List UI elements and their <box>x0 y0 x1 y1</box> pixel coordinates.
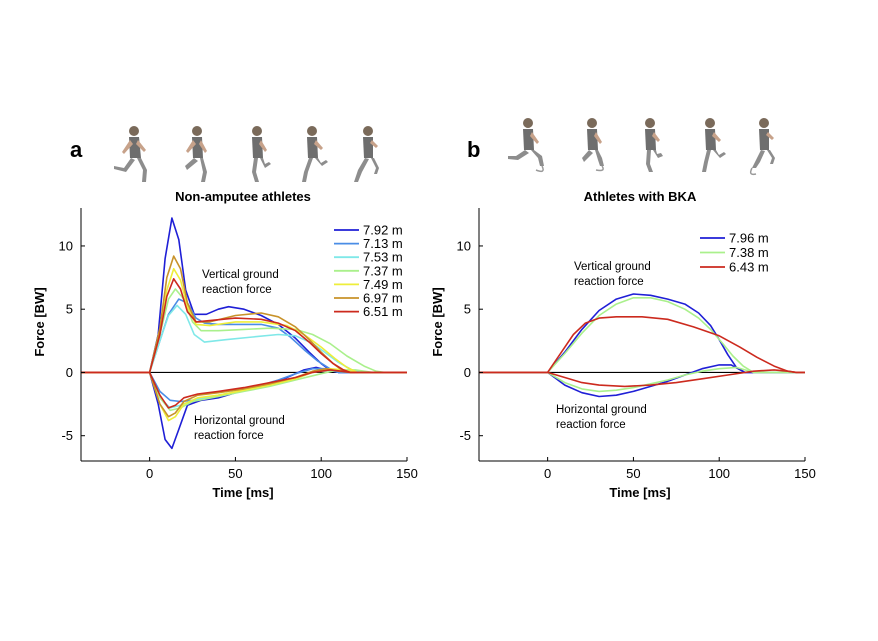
legend-label: 7.37 m <box>363 263 403 278</box>
legend-label: 7.49 m <box>363 277 403 292</box>
legend-label: 7.13 m <box>363 236 403 251</box>
horizontal-force-annotation-line2: reaction force <box>556 419 626 431</box>
legend-label: 6.51 m <box>363 304 403 319</box>
vertical-force-annotation-line2: reaction force <box>202 284 272 296</box>
series-line-horizontal-6 <box>81 367 407 418</box>
runner-icon <box>582 118 604 172</box>
series-line-vertical-5 <box>81 267 407 374</box>
chart-title: Non-amputee athletes <box>175 189 311 204</box>
series-layer <box>81 217 407 450</box>
legend-label: 7.92 m <box>363 223 403 238</box>
series-line-vertical-3 <box>479 315 805 374</box>
y-tick-label: 10 <box>457 238 471 253</box>
series-line-horizontal-1 <box>479 364 805 398</box>
x-tick-label: 100 <box>310 466 332 481</box>
horizontal-force-annotation-line1: Horizontal ground <box>556 404 647 416</box>
series-line-vertical-2 <box>479 296 805 374</box>
legend-label: 7.53 m <box>363 250 403 265</box>
x-tick-label: 50 <box>626 466 640 481</box>
y-tick-label: 5 <box>464 302 471 317</box>
series-line-vertical-7 <box>81 277 407 374</box>
axes-layer: 0 50 100 150 -5 0 5 10 <box>457 208 816 481</box>
legend-label: 6.97 m <box>363 291 403 306</box>
runner-icon <box>302 126 328 182</box>
series-line-vertical-2 <box>81 298 407 374</box>
runner-icon <box>185 126 207 182</box>
horizontal-force-annotation-line2: reaction force <box>194 430 264 442</box>
x-axis-label: Time [ms] <box>609 485 670 500</box>
series-line-vertical-1 <box>479 293 805 374</box>
runner-icon <box>354 126 379 182</box>
runner-icon <box>508 118 544 173</box>
panel-b: b Athletes with BKA 0 50 100 150 -5 0 5 10 Time… <box>430 137 816 500</box>
athlete-illustrations-b <box>508 118 775 176</box>
athlete-illustrations-a <box>114 126 379 182</box>
chart-title: Athletes with BKA <box>584 189 697 204</box>
runner-icon <box>702 118 726 172</box>
y-tick-label: -5 <box>61 428 73 443</box>
y-tick-label: -5 <box>459 428 471 443</box>
runner-icon <box>645 118 663 172</box>
panel-letter: b <box>467 137 480 162</box>
runner-icon <box>252 126 271 182</box>
x-tick-label: 150 <box>794 466 816 481</box>
series-line-horizontal-4 <box>81 369 407 412</box>
x-axis-label: Time [ms] <box>212 485 273 500</box>
y-tick-label: 5 <box>66 302 73 317</box>
legend-label: 7.96 m <box>729 231 769 246</box>
y-tick-label: 10 <box>59 238 73 253</box>
y-axis-label: Force [BW] <box>32 287 47 356</box>
axes-layer: 0 50 100 150 -5 0 5 10 <box>59 208 418 481</box>
vertical-force-annotation-line1: Vertical ground <box>202 269 279 281</box>
runner-icon <box>749 118 775 176</box>
legend: 7.92 m7.13 m7.53 m7.37 m7.49 m6.97 m6.51… <box>334 223 403 319</box>
panel-letter: a <box>70 137 83 162</box>
x-tick-label: 50 <box>228 466 242 481</box>
series-line-horizontal-3 <box>479 369 805 388</box>
x-tick-label: 150 <box>396 466 418 481</box>
x-tick-label: 100 <box>708 466 730 481</box>
y-tick-label: 0 <box>464 365 471 380</box>
horizontal-force-annotation-line1: Horizontal ground <box>194 415 285 427</box>
vertical-force-annotation-line2: reaction force <box>574 276 644 288</box>
vertical-force-annotation-line1: Vertical ground <box>574 261 651 273</box>
y-tick-label: 0 <box>66 365 73 380</box>
y-axis-label: Force [BW] <box>430 287 445 356</box>
series-line-horizontal-7 <box>81 369 407 409</box>
legend-label: 7.38 m <box>729 245 769 260</box>
panel-a: a Non-amputee athletes 0 50 100 150 -5 0 5 10 T… <box>32 137 418 500</box>
x-tick-label: 0 <box>544 466 551 481</box>
series-line-horizontal-2 <box>479 366 805 393</box>
runner-icon <box>114 126 147 182</box>
series-layer <box>479 293 805 398</box>
series-line-vertical-4 <box>81 288 407 374</box>
x-tick-label: 0 <box>146 466 153 481</box>
legend-label: 6.43 m <box>729 260 769 275</box>
series-line-horizontal-2 <box>81 367 407 403</box>
legend: 7.96 m7.38 m6.43 m <box>700 231 769 275</box>
series-line-horizontal-5 <box>81 367 407 422</box>
